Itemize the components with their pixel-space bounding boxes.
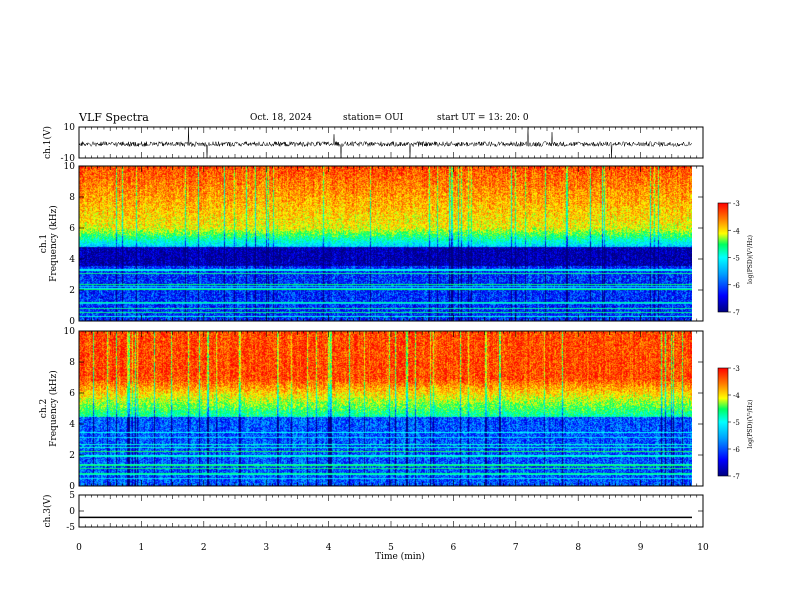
y-tick-label: 0 — [69, 482, 75, 492]
x-tick-label: 7 — [513, 543, 519, 553]
colorbar-tick-label: -7 — [733, 473, 740, 481]
y-tick-label: -10 — [61, 154, 76, 164]
ch1-waveform-line — [78, 126, 693, 159]
y-tick-label: 10 — [64, 327, 76, 337]
colorbar-tick-label: -7 — [733, 309, 740, 317]
x-tick-label: 0 — [76, 543, 82, 553]
spectrogram-image-1 — [79, 166, 692, 321]
x-tick-label: 9 — [638, 543, 644, 553]
colorbar-tick-label: -3 — [733, 365, 740, 373]
y-axis-label: ch.1 — [39, 234, 49, 253]
x-tick-label: 10 — [697, 543, 709, 553]
y-tick-label: 0 — [69, 317, 75, 327]
colorbar-tick-label: -6 — [733, 282, 740, 290]
colorbar-tick-label: -6 — [733, 446, 740, 454]
x-tick-label: 2 — [201, 543, 207, 553]
y-axis-label: ch.3(V) — [42, 495, 53, 528]
x-axis-label: Time (min) — [375, 551, 425, 562]
y-tick-label: 2 — [69, 451, 75, 461]
x-tick-label: 4 — [326, 543, 332, 553]
y-tick-label: 6 — [69, 224, 75, 234]
x-tick-label: 5 — [388, 543, 394, 553]
y-axis-label: ch.2 — [39, 399, 49, 418]
start-time-label: start UT = 13: 20: 0 — [437, 113, 529, 123]
y-tick-label: 8 — [69, 193, 75, 203]
y-tick-label: 8 — [69, 358, 75, 368]
colorbar-tick-label: -5 — [733, 419, 740, 427]
x-tick-label: 6 — [451, 543, 457, 553]
x-tick-label: 8 — [575, 543, 581, 553]
y-tick-label: 4 — [69, 255, 75, 265]
y-tick-label: 10 — [64, 162, 76, 172]
colorbar-tick-label: -4 — [733, 392, 740, 400]
colorbar-tick-label: -4 — [733, 227, 740, 235]
x-tick-label: 3 — [263, 543, 269, 553]
station-label: station= OUI — [343, 113, 404, 123]
y-tick-label: 5 — [69, 491, 75, 501]
y-tick-label: 4 — [69, 420, 75, 430]
x-tick-label: 1 — [139, 543, 145, 553]
colorbar-2 — [717, 367, 729, 477]
colorbar-tick-label: -5 — [733, 255, 740, 263]
y-tick-label: 0 — [69, 507, 75, 517]
colorbar-tick-label: -3 — [733, 200, 740, 208]
y-tick-label: 2 — [69, 286, 75, 296]
spectrogram-image-2 — [79, 331, 692, 486]
y-axis-label: Frequency (kHz) — [48, 205, 59, 282]
date-label: Oct. 18, 2024 — [250, 113, 312, 123]
colorbar-1 — [717, 202, 729, 313]
y-axis-label: ch.1(V) — [42, 126, 53, 159]
y-tick-label: -5 — [66, 523, 75, 533]
y-tick-label: 6 — [69, 389, 75, 399]
colorbar-label: log(PSD)(V²/Hz) — [747, 235, 754, 284]
y-axis-label: Frequency (kHz) — [48, 370, 59, 447]
chart-title: VLF Spectra — [79, 111, 149, 124]
y-tick-label: 10 — [64, 123, 76, 133]
colorbar-label: log(PSD)(V²/Hz) — [747, 400, 754, 449]
